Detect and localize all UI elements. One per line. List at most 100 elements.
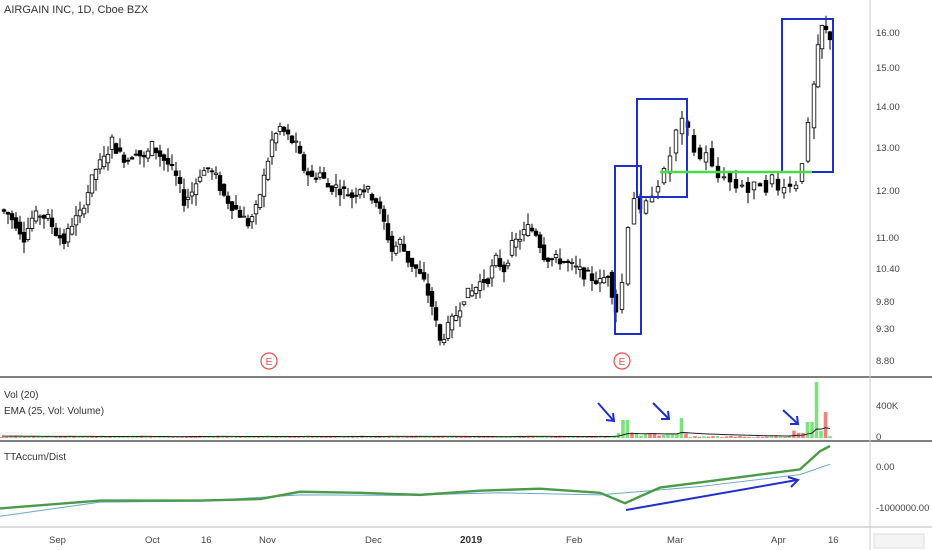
volume-bar[interactable] (247, 436, 252, 438)
volume-bar[interactable] (531, 435, 535, 438)
volume-bar[interactable] (40, 437, 45, 438)
candle-body[interactable] (93, 168, 99, 180)
candle-body[interactable] (237, 209, 243, 218)
volume-bar[interactable] (436, 435, 441, 438)
volume-bar[interactable] (814, 382, 819, 438)
candle-body[interactable] (205, 167, 211, 170)
candle-body[interactable] (317, 172, 323, 178)
candle-body[interactable] (121, 154, 127, 163)
volume-pane[interactable] (0, 378, 870, 440)
candle-body[interactable] (157, 150, 163, 157)
indicator-pane[interactable] (0, 442, 870, 526)
volume-bar[interactable] (54, 437, 58, 438)
candle-body[interactable] (265, 160, 271, 180)
volume-bar[interactable] (319, 437, 324, 438)
volume-bar[interactable] (423, 436, 427, 438)
volume-bar[interactable] (67, 435, 72, 438)
volume-bar[interactable] (621, 420, 625, 438)
candle-body[interactable] (655, 186, 661, 193)
volume-bar[interactable] (58, 436, 63, 438)
candle-body[interactable] (289, 135, 295, 144)
volume-bar[interactable] (166, 436, 171, 438)
candle-body[interactable] (585, 269, 591, 272)
candle-body[interactable] (1, 209, 7, 212)
volume-bar[interactable] (22, 436, 27, 438)
candle-body[interactable] (209, 170, 215, 173)
volume-bars[interactable] (0, 382, 832, 438)
volume-bar[interactable] (36, 436, 40, 438)
candle-body[interactable] (385, 223, 391, 241)
candle-body[interactable] (145, 150, 151, 159)
candle-body[interactable] (625, 227, 631, 285)
volume-bar[interactable] (567, 436, 571, 438)
candle-body[interactable] (89, 174, 95, 194)
volume-bar[interactable] (549, 437, 553, 438)
candle-body[interactable] (445, 322, 451, 339)
candle-body[interactable] (793, 184, 799, 190)
candle-body[interactable] (581, 267, 587, 280)
volume-bar[interactable] (481, 437, 486, 438)
candle-body[interactable] (13, 217, 19, 229)
candle-body[interactable] (553, 254, 559, 258)
volume-bar[interactable] (486, 437, 490, 438)
volume-bar[interactable] (459, 436, 463, 438)
candle-body[interactable] (545, 257, 551, 262)
candle-body[interactable] (401, 243, 407, 252)
volume-bar[interactable] (99, 435, 103, 438)
candle-body[interactable] (679, 117, 685, 135)
candle-body[interactable] (819, 25, 825, 50)
volume-bar[interactable] (522, 436, 526, 438)
candle-body[interactable] (329, 185, 335, 192)
volume-bar[interactable] (553, 436, 558, 438)
candle-body[interactable] (805, 122, 811, 162)
candle-body[interactable] (97, 159, 103, 170)
volume-bar[interactable] (324, 436, 328, 438)
volume-bar[interactable] (94, 436, 99, 438)
candle-body[interactable] (181, 189, 187, 206)
volume-bar[interactable] (76, 437, 81, 438)
volume-bar[interactable] (63, 436, 67, 438)
candle-body[interactable] (313, 177, 319, 180)
volume-bar[interactable] (747, 436, 751, 438)
volume-bar[interactable] (756, 436, 760, 438)
volume-bar[interactable] (607, 436, 612, 438)
candle-body[interactable] (529, 227, 535, 232)
volume-bar[interactable] (355, 436, 360, 438)
candle-body[interactable] (41, 214, 47, 219)
volume-bar[interactable] (738, 435, 742, 438)
volume-bar[interactable] (301, 436, 306, 438)
candle-body[interactable] (261, 174, 267, 197)
candle-body[interactable] (213, 172, 219, 175)
candle-body[interactable] (569, 261, 575, 264)
volume-bar[interactable] (306, 435, 310, 438)
candle-body[interactable] (241, 215, 247, 218)
candle-body[interactable] (521, 229, 527, 236)
candle-body[interactable] (37, 215, 43, 218)
volume-bar[interactable] (666, 433, 670, 438)
volume-bar[interactable] (112, 436, 117, 438)
candle-body[interactable] (185, 196, 191, 200)
candle-body[interactable] (77, 209, 83, 217)
candle-body[interactable] (561, 261, 567, 263)
volume-bar[interactable] (315, 436, 319, 438)
volume-bar[interactable] (828, 436, 832, 438)
candle-body[interactable] (497, 258, 503, 268)
volume-bar[interactable] (783, 437, 787, 438)
volume-bar[interactable] (490, 436, 495, 438)
candle-body[interactable] (333, 184, 339, 188)
candle-body[interactable] (21, 231, 27, 243)
candle-body[interactable] (405, 250, 411, 263)
candle-body[interactable] (137, 150, 143, 157)
candle-body[interactable] (667, 155, 673, 174)
candle-body[interactable] (605, 276, 611, 278)
candle-body[interactable] (485, 278, 491, 284)
volume-bar[interactable] (684, 433, 688, 438)
candle-body[interactable] (293, 140, 299, 143)
candle-body[interactable] (349, 192, 355, 198)
candle-body[interactable] (133, 153, 139, 156)
candle-body[interactable] (233, 205, 239, 210)
volume-bar[interactable] (126, 436, 130, 438)
volume-bar[interactable] (283, 436, 288, 438)
volume-bar[interactable] (720, 437, 724, 438)
volume-bar[interactable] (31, 436, 36, 438)
